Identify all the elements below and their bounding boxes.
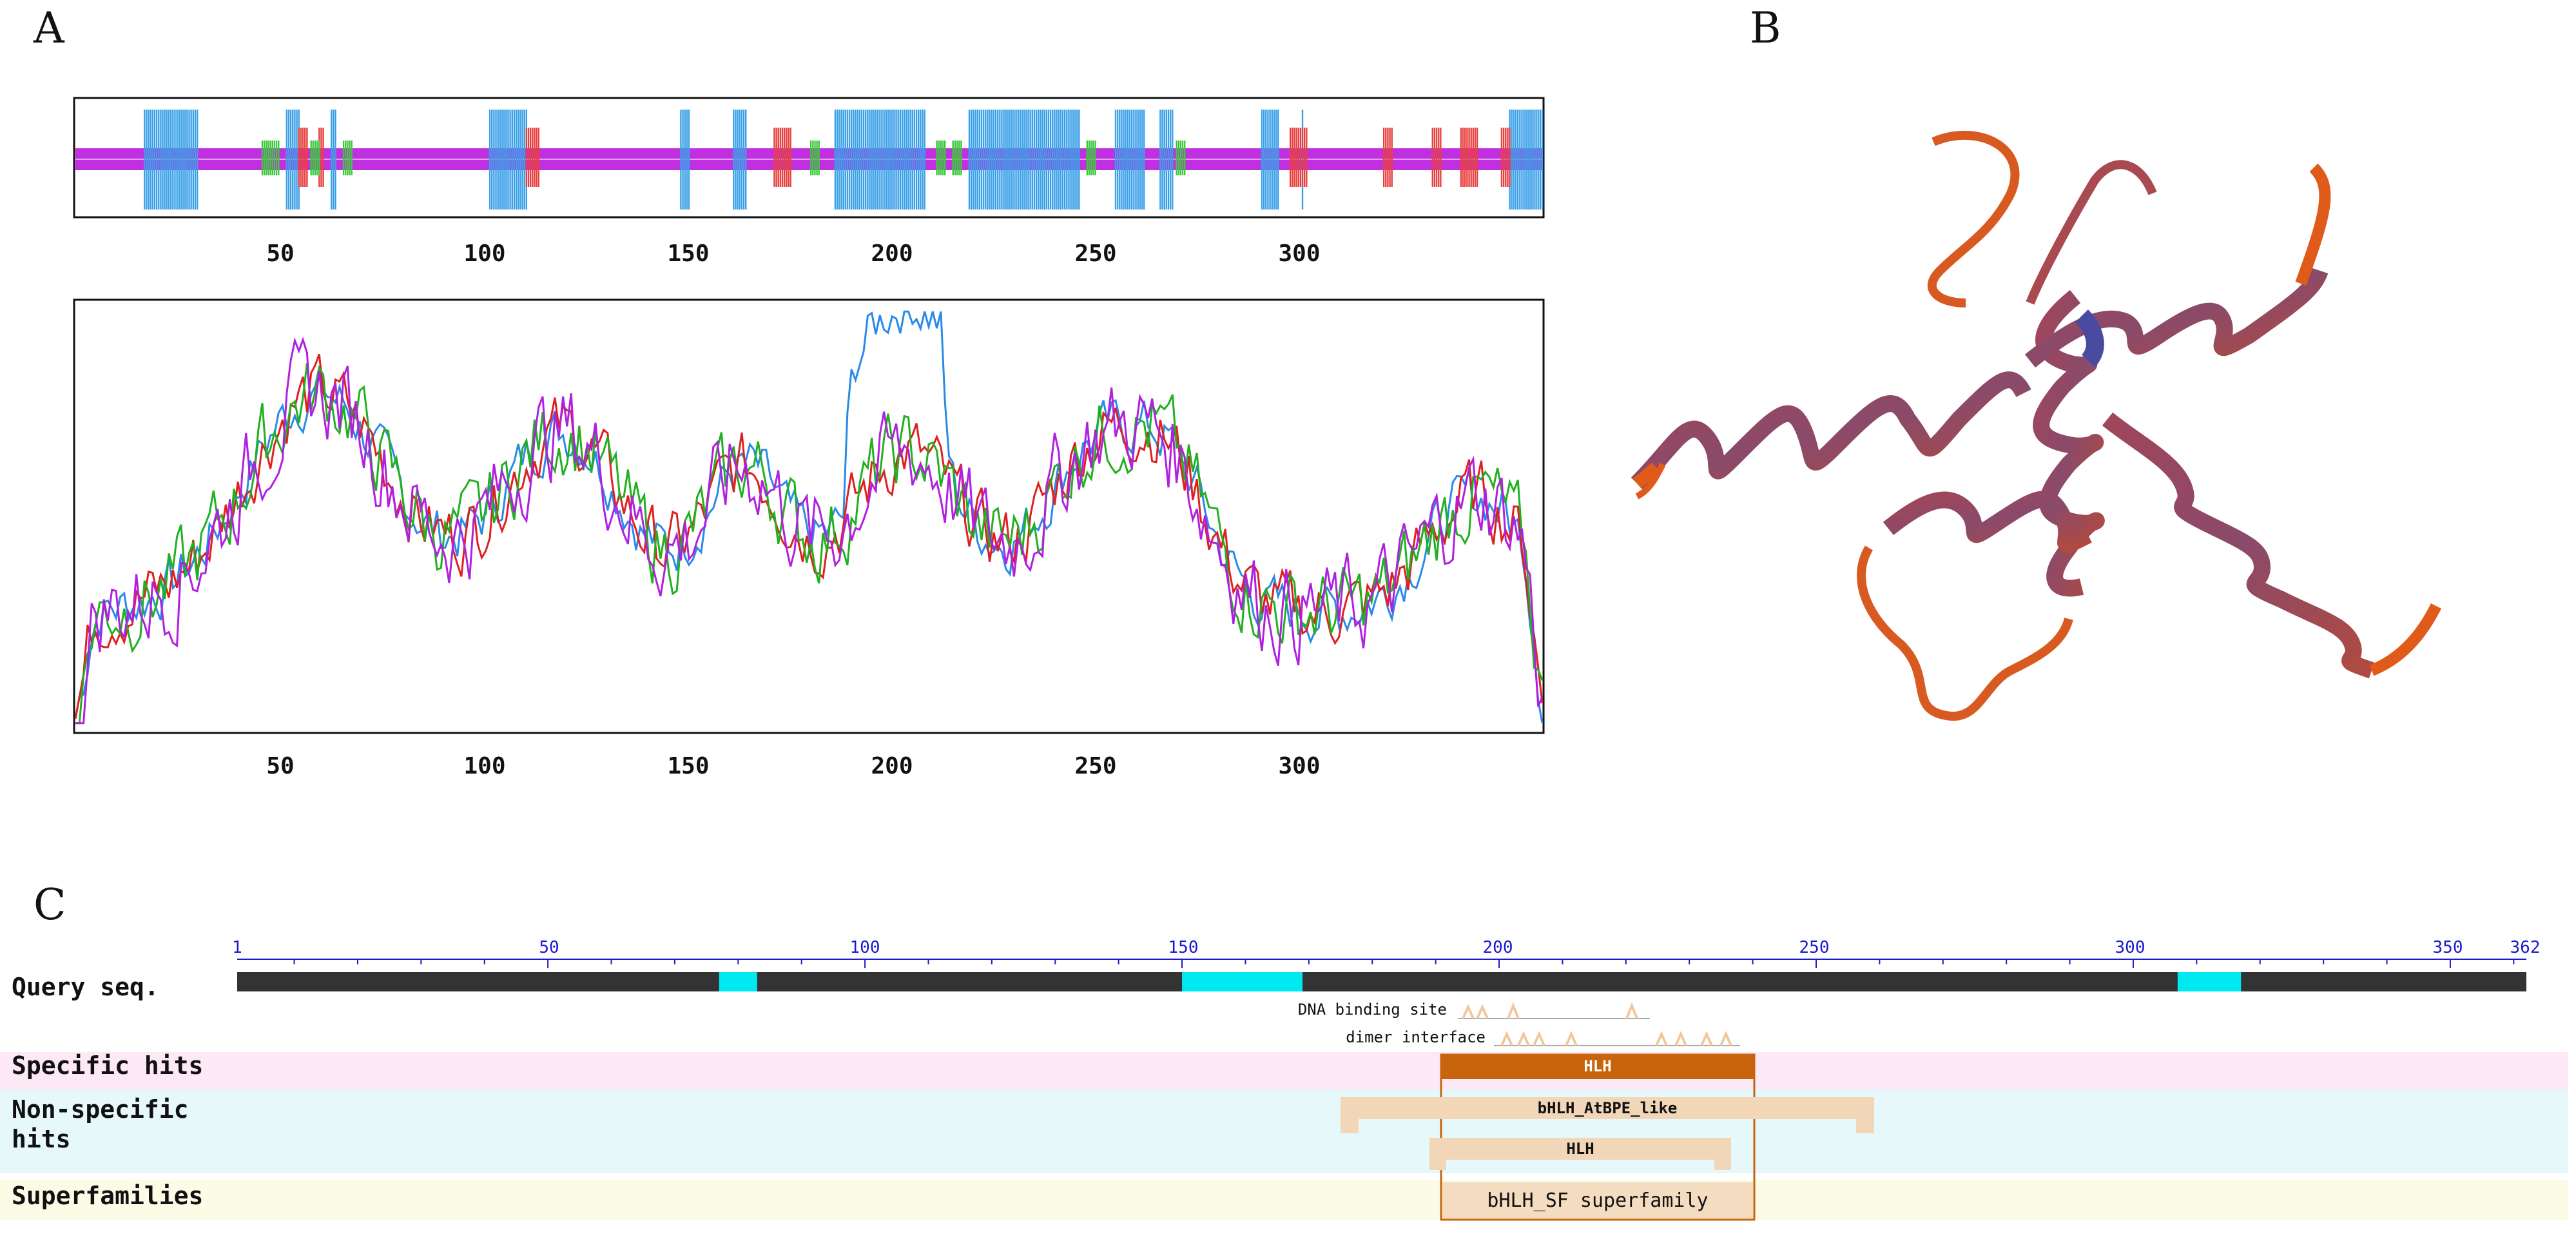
panel-label-c: C	[34, 880, 66, 930]
ruler-label: 150	[1168, 938, 1199, 957]
ss-tick: 100	[463, 240, 505, 267]
row-band-specific	[0, 1052, 2568, 1089]
series-turn	[75, 363, 1544, 725]
plot-tick: 150	[667, 753, 709, 779]
helix-left	[1631, 371, 2031, 490]
row-label-superfamilies: Superfamilies	[12, 1182, 204, 1210]
coil-left-tail	[1635, 462, 1666, 500]
helix-lower-center	[1883, 491, 2092, 553]
specific-hit-hlh[interactable]: HLH	[1440, 1053, 1756, 1221]
helix-center-vertical	[2033, 289, 2105, 597]
plot-ticks: 50 100 150 200 250 300	[266, 753, 1320, 779]
ss-tick: 50	[266, 240, 294, 267]
ruler-label: 362	[2510, 938, 2541, 957]
ruler-label: 300	[2115, 938, 2145, 957]
superfamily-label: bHLH_SF superfamily	[1487, 1189, 1708, 1212]
ss-tick: 250	[1074, 240, 1116, 267]
query-sequence-bar	[237, 972, 2526, 991]
helix-right-diagonal	[2024, 268, 2329, 368]
row-band-superfamilies	[0, 1180, 2568, 1220]
nonspecific-hit-label: bHLH_AtBPE_like	[1538, 1099, 1678, 1117]
feature-dna-binding-site: DNA binding site	[1298, 1000, 1650, 1019]
query-highlight	[2177, 972, 2242, 991]
panel-label-b: B	[1750, 3, 1781, 53]
ruler-label: 350	[2433, 938, 2463, 957]
nonspecific-hit-bracket-left	[1341, 1097, 1359, 1133]
superfamily-bar	[1442, 1182, 1753, 1218]
query-highlight	[1182, 972, 1303, 991]
nonspecific-hit-atbpe[interactable]: bHLH_AtBPE_like	[1341, 1097, 1874, 1133]
row-label-nonspecific: Non-specific hits	[12, 1095, 189, 1153]
ss-propensity-plot: 50 100 150 200 250 300	[73, 298, 1545, 779]
helix-left-tip	[1632, 462, 1661, 489]
nonspecific-hit-bracket-right	[1856, 1097, 1874, 1133]
position-ruler: 1 50 100 150 200 250 300 350 362	[232, 938, 2540, 968]
row-band-nonspecific	[0, 1089, 2568, 1173]
ss-tick: 300	[1278, 240, 1320, 267]
ruler-label: 1	[232, 938, 242, 957]
plot-tick: 100	[463, 753, 505, 779]
nonspecific-hit-bracket-left	[1429, 1138, 1446, 1170]
nonspecific-hit-bar	[1429, 1138, 1731, 1160]
ss-bars	[143, 110, 1544, 210]
loop-bottom	[1857, 545, 2073, 721]
protein-ribbon-structure	[1631, 131, 2442, 721]
plot-tick: 250	[1074, 753, 1116, 779]
nonspecific-hit-bracket-right	[1714, 1138, 1731, 1170]
series-coil	[75, 337, 1544, 725]
nonspecific-hit-label: HLH	[1566, 1140, 1594, 1158]
ruler-label: 200	[1483, 938, 1513, 957]
ruler-label: 250	[1799, 938, 1830, 957]
specific-hit-outline	[1440, 1053, 1756, 1221]
plot-tick: 200	[871, 753, 913, 779]
specific-hit-bar	[1441, 1055, 1754, 1079]
query-highlight	[719, 972, 757, 991]
secondary-structure-track: 50 100 150 200 250 300	[73, 97, 1545, 267]
feature-dimer-interface: dimer interface	[1346, 1028, 1740, 1046]
plot-tick: 50	[266, 753, 294, 779]
ruler-label: 100	[850, 938, 880, 957]
plot-tick: 300	[1278, 753, 1320, 779]
domain-graphic: 1 50 100 150 200 250 300 350 362 DNA bin…	[0, 938, 2568, 1221]
row-label-specific: Specific hits	[12, 1051, 204, 1080]
specific-hit-label: HLH	[1583, 1057, 1611, 1075]
feature-label: dimer interface	[1346, 1028, 1486, 1046]
ss-tick: 200	[871, 240, 913, 267]
panel-label-a: A	[34, 3, 64, 53]
feature-label: DNA binding site	[1298, 1000, 1447, 1019]
ss-track-ticks: 50 100 150 200 250 300	[266, 240, 1320, 267]
superfamily-hit[interactable]: bHLH_SF superfamily	[1442, 1182, 1753, 1218]
ruler-label: 50	[539, 938, 559, 957]
helix-right-tip	[2295, 163, 2331, 286]
series-strand	[74, 353, 1544, 719]
loop-top-right	[2026, 160, 2157, 305]
row-label-query: Query seq.	[12, 973, 159, 1001]
feature-marks	[1500, 1031, 1732, 1046]
ss-tick: 150	[667, 240, 709, 267]
feature-marks	[1462, 1002, 1638, 1019]
helix-lower-right	[2102, 412, 2375, 679]
nonspecific-hit-bar	[1341, 1097, 1874, 1119]
loop-top	[1927, 131, 2020, 307]
nonspecific-hit-hlh[interactable]: HLH	[1429, 1138, 1731, 1170]
plot-lines	[74, 310, 1544, 725]
query-highlights	[719, 972, 2242, 991]
helix-lower-right-tip	[2369, 603, 2442, 676]
blue-highlight	[2075, 309, 2104, 367]
